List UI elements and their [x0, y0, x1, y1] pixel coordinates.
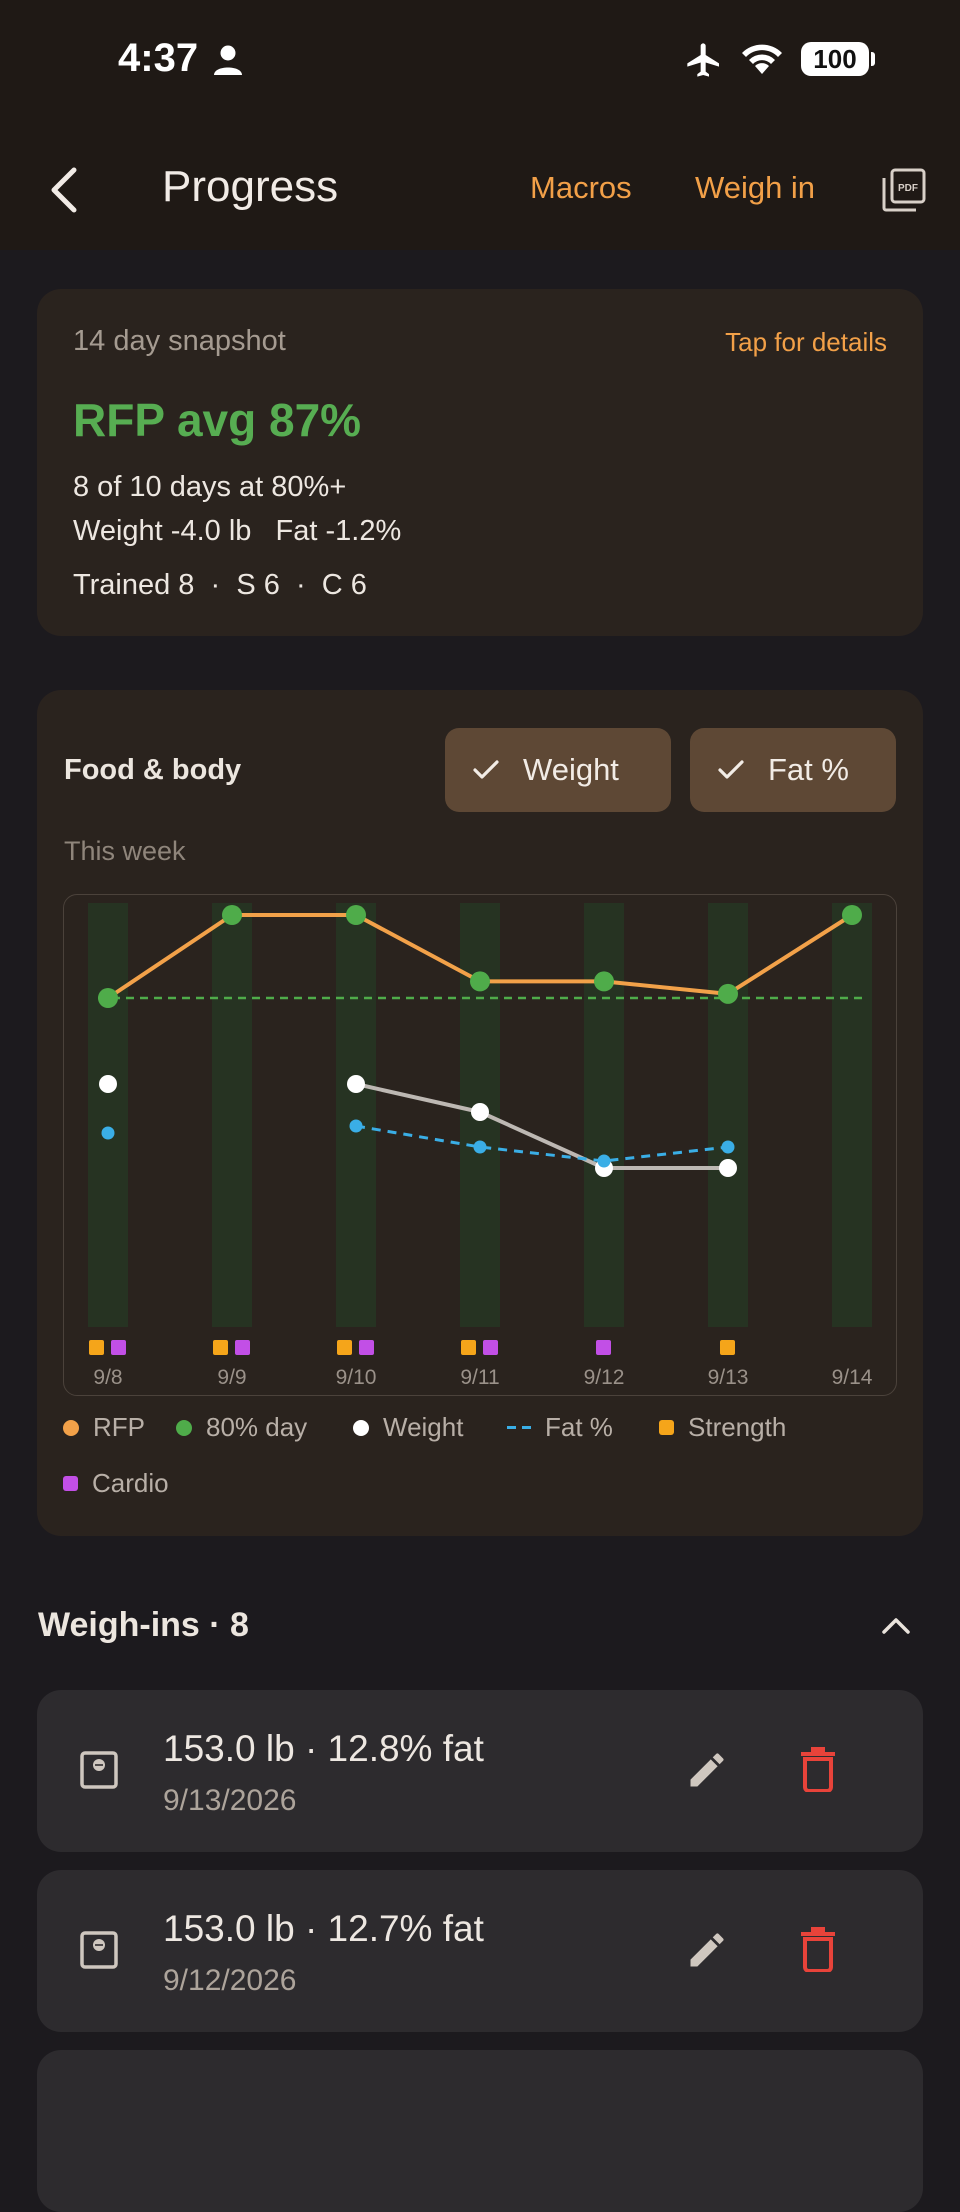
day-band	[708, 903, 748, 1327]
fat-point	[473, 1140, 487, 1154]
cardio-marker	[596, 1340, 611, 1355]
page-title: Progress	[162, 162, 339, 211]
scale-icon	[80, 1751, 118, 1789]
legend-rfp: RFP	[63, 1412, 145, 1443]
day-band	[212, 903, 252, 1327]
battery-indicator: 100	[801, 42, 869, 76]
weigh-in-row[interactable]: 153.0 lb · 12.8% fat 9/13/2026	[37, 1690, 923, 1852]
pdf-icon-label: PDF	[898, 183, 918, 194]
weight-toggle-chip[interactable]: Weight	[445, 728, 671, 812]
rfp-average-headline: RFP avg 87%	[73, 394, 362, 446]
day-band	[832, 903, 872, 1327]
fat-point	[101, 1126, 115, 1140]
battery-tip	[871, 52, 875, 66]
status-time: 4:37	[118, 36, 199, 80]
fat-point	[349, 1119, 363, 1133]
fat-percent-toggle-label: Fat %	[768, 752, 849, 787]
weight-point	[471, 1103, 489, 1121]
rfp-point	[842, 905, 862, 925]
edit-pencil-icon[interactable]	[685, 1928, 729, 1972]
cardio-marker	[359, 1340, 374, 1355]
x-tick-label: 9/8	[93, 1366, 122, 1389]
training-summary: Trained 8 · S 6 · C 6	[73, 569, 367, 601]
rfp-point	[718, 983, 738, 1004]
weight-toggle-label: Weight	[523, 752, 619, 787]
weigh-in-date: 9/12/2026	[163, 1964, 297, 1997]
x-tick-label: 9/11	[460, 1366, 499, 1389]
macros-link[interactable]: Macros	[530, 170, 632, 205]
back-arrow-icon[interactable]	[44, 164, 84, 216]
strength-marker	[337, 1340, 352, 1355]
chart-range-label: This week	[64, 836, 186, 866]
cardio-marker	[111, 1340, 126, 1355]
legend-cardio: Cardio	[63, 1468, 169, 1499]
days-at-threshold: 8 of 10 days at 80%+	[73, 471, 347, 503]
check-icon	[718, 760, 744, 779]
weigh-in-date: 9/13/2026	[163, 1784, 297, 1817]
day-band	[336, 903, 376, 1327]
weigh-in-summary: 153.0 lb · 12.7% fat	[163, 1908, 484, 1949]
wifi-icon	[742, 44, 782, 74]
legend-weight: Weight	[353, 1412, 463, 1443]
cardio-marker	[235, 1340, 250, 1355]
weigh-in-row-partial[interactable]	[37, 2050, 923, 2212]
top-app-bar: 4:37 100 Progress Macros Weigh in PDF	[0, 0, 960, 250]
rfp-point	[222, 905, 242, 925]
weight-line	[355, 1082, 728, 1170]
weight-fat-change: Weight -4.0 lb Fat -1.2%	[73, 515, 402, 547]
rfp-point	[98, 988, 118, 1008]
strength-marker	[213, 1340, 228, 1355]
legend-strength: Strength	[659, 1412, 786, 1443]
weigh-in-row[interactable]: 153.0 lb · 12.7% fat 9/12/2026	[37, 1870, 923, 2032]
strength-marker	[461, 1340, 476, 1355]
pdf-export-icon[interactable]: PDF	[880, 166, 928, 214]
snapshot-card[interactable]: 14 day snapshot Tap for details RFP avg …	[37, 289, 923, 636]
delete-trash-icon[interactable]	[799, 1926, 837, 1972]
rfp-point	[594, 971, 614, 992]
cardio-marker	[483, 1340, 498, 1355]
strength-marker	[89, 1340, 104, 1355]
weigh-ins-heading: Weigh-ins · 8	[38, 1606, 249, 1644]
person-icon	[214, 45, 242, 75]
x-tick-label: 9/14	[832, 1366, 873, 1389]
scale-icon	[80, 1931, 118, 1969]
airplane-mode-icon	[687, 43, 719, 77]
fat-line	[355, 1124, 729, 1163]
edit-pencil-icon[interactable]	[685, 1748, 729, 1792]
x-tick-label: 9/13	[708, 1366, 749, 1389]
strength-marker	[720, 1340, 735, 1355]
day-band	[88, 903, 128, 1327]
food-body-card: Food & body Weight Fat % This week 9/8 9/…	[37, 690, 923, 1536]
check-icon	[473, 760, 499, 779]
legend-80-day: 80% day	[176, 1412, 307, 1443]
rfp-point	[346, 905, 366, 925]
food-body-title: Food & body	[64, 754, 242, 786]
weigh-in-summary: 153.0 lb · 12.8% fat	[163, 1728, 484, 1769]
x-tick-label: 9/10	[336, 1366, 377, 1389]
legend-fat-percent: Fat %	[507, 1412, 613, 1443]
weigh-in-link[interactable]: Weigh in	[695, 170, 816, 205]
rfp-point	[470, 971, 490, 992]
day-band	[584, 903, 624, 1327]
tap-for-details-link[interactable]: Tap for details	[725, 327, 887, 357]
fat-point	[597, 1154, 611, 1168]
chevron-up-icon[interactable]	[880, 1614, 912, 1638]
delete-trash-icon[interactable]	[799, 1746, 837, 1792]
weight-point	[719, 1159, 737, 1177]
weight-point	[99, 1075, 117, 1093]
food-body-chart: 9/8 9/9 9/10 9/11 9/12 9/13 9/14	[63, 894, 897, 1396]
fat-percent-toggle-chip[interactable]: Fat %	[690, 728, 896, 812]
weight-point	[347, 1075, 365, 1093]
fat-point	[721, 1140, 735, 1154]
chart-svg: 9/8 9/9 9/10 9/11 9/12 9/13 9/14	[88, 903, 873, 1389]
snapshot-label: 14 day snapshot	[73, 325, 286, 357]
x-tick-label: 9/9	[217, 1366, 246, 1389]
x-tick-label: 9/12	[584, 1366, 625, 1389]
